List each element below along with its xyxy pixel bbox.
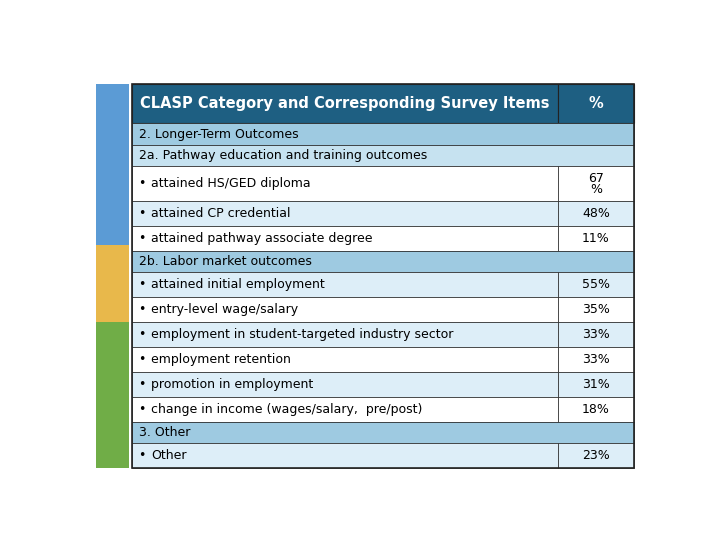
Bar bbox=[558, 347, 634, 372]
Text: change in income (wages/salary,  pre/post): change in income (wages/salary, pre/post… bbox=[150, 403, 422, 416]
Bar bbox=[132, 226, 558, 251]
Bar bbox=[558, 226, 634, 251]
Bar bbox=[558, 443, 634, 468]
Text: 11%: 11% bbox=[582, 232, 610, 245]
Bar bbox=[96, 84, 129, 245]
Text: •: • bbox=[138, 232, 146, 245]
Bar bbox=[558, 84, 634, 124]
Text: 3. Other: 3. Other bbox=[138, 426, 190, 439]
Bar bbox=[558, 372, 634, 397]
Text: employment in student-targeted industry sector: employment in student-targeted industry … bbox=[150, 328, 453, 341]
Text: 33%: 33% bbox=[582, 353, 610, 366]
Text: 55%: 55% bbox=[582, 278, 610, 291]
Bar bbox=[558, 166, 634, 201]
Bar bbox=[132, 372, 558, 397]
Text: 35%: 35% bbox=[582, 303, 610, 316]
Text: •: • bbox=[138, 207, 146, 220]
Bar bbox=[132, 84, 558, 124]
Text: •: • bbox=[138, 353, 146, 366]
Bar bbox=[132, 397, 558, 422]
Text: CLASP Category and Corresponding Survey Items: CLASP Category and Corresponding Survey … bbox=[140, 96, 549, 111]
Bar bbox=[558, 322, 634, 347]
Bar bbox=[132, 322, 558, 347]
Text: 67: 67 bbox=[588, 172, 604, 185]
Bar bbox=[558, 297, 634, 322]
Bar bbox=[96, 322, 129, 468]
Bar bbox=[96, 245, 129, 322]
Bar bbox=[132, 124, 634, 145]
Text: entry-level wage/salary: entry-level wage/salary bbox=[150, 303, 298, 316]
Text: promotion in employment: promotion in employment bbox=[150, 378, 313, 391]
Text: •: • bbox=[138, 403, 146, 416]
Text: %: % bbox=[590, 183, 602, 195]
Bar bbox=[558, 272, 634, 297]
Bar bbox=[132, 347, 558, 372]
Bar bbox=[132, 297, 558, 322]
Text: 18%: 18% bbox=[582, 403, 610, 416]
Bar bbox=[132, 443, 558, 468]
Bar bbox=[132, 166, 558, 201]
Text: 31%: 31% bbox=[582, 378, 610, 391]
Bar bbox=[132, 145, 634, 166]
Text: attained initial employment: attained initial employment bbox=[150, 278, 325, 291]
Text: •: • bbox=[138, 177, 146, 190]
Text: Other: Other bbox=[150, 449, 186, 462]
Bar bbox=[132, 422, 634, 443]
Text: 2. Longer-Term Outcomes: 2. Longer-Term Outcomes bbox=[138, 127, 298, 140]
Text: •: • bbox=[138, 449, 146, 462]
Bar bbox=[558, 201, 634, 226]
Text: •: • bbox=[138, 378, 146, 391]
Text: 2b. Labor market outcomes: 2b. Labor market outcomes bbox=[138, 255, 312, 268]
Text: 2a. Pathway education and training outcomes: 2a. Pathway education and training outco… bbox=[138, 149, 427, 162]
Bar bbox=[132, 201, 558, 226]
Text: •: • bbox=[138, 278, 146, 291]
Text: 23%: 23% bbox=[582, 449, 610, 462]
Bar bbox=[132, 251, 634, 272]
Bar bbox=[132, 272, 558, 297]
Text: attained HS/GED diploma: attained HS/GED diploma bbox=[150, 177, 310, 190]
Text: •: • bbox=[138, 328, 146, 341]
Text: %: % bbox=[588, 96, 603, 111]
Text: •: • bbox=[138, 303, 146, 316]
Text: employment retention: employment retention bbox=[150, 353, 291, 366]
Bar bbox=[558, 397, 634, 422]
Text: attained pathway associate degree: attained pathway associate degree bbox=[150, 232, 372, 245]
Text: 48%: 48% bbox=[582, 207, 610, 220]
Text: 33%: 33% bbox=[582, 328, 610, 341]
Text: attained CP credential: attained CP credential bbox=[150, 207, 290, 220]
